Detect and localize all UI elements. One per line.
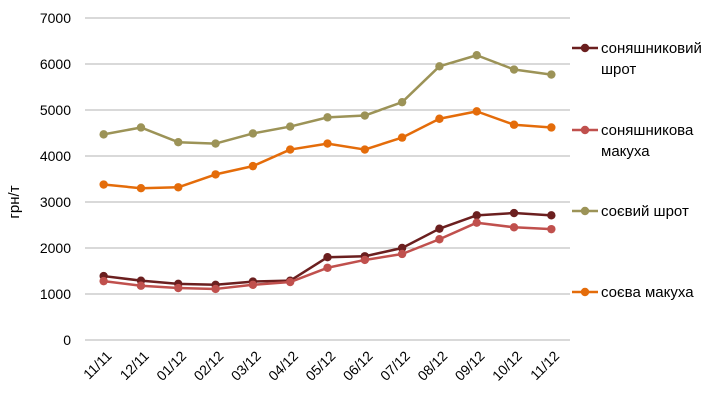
data-point (360, 111, 370, 120)
data-point (99, 130, 108, 139)
data-point (360, 255, 370, 265)
data-point (435, 235, 444, 244)
data-point (547, 70, 556, 79)
y-tick-label: 4000 (40, 148, 71, 164)
y-axis-ticks: 0 1000 2000 3000 4000 5000 6000 7000 (40, 10, 71, 348)
data-point (472, 211, 481, 220)
data-point (509, 65, 519, 74)
legend-label: макуха (601, 143, 650, 160)
legend: соняшниковий шрот соняшникова макуха соєвий … (572, 40, 702, 301)
legend-swatch-marker (580, 43, 590, 53)
y-tick-label: 3000 (40, 194, 71, 210)
x-tick-label: 08/12 (414, 347, 450, 383)
legend-item-1: соняшниковий шрот (572, 40, 702, 78)
data-point (509, 223, 519, 232)
x-tick-label: 11/12 (527, 347, 563, 383)
data-point (211, 139, 220, 148)
series-3 (99, 51, 556, 148)
data-point (211, 284, 220, 294)
data-point (136, 123, 146, 132)
data-point (99, 276, 108, 286)
gridlines (85, 17, 570, 341)
legend-label: соняшниковий (601, 40, 702, 57)
y-tick-label: 6000 (40, 56, 71, 72)
series-line (103, 110, 552, 190)
y-tick-label: 7000 (40, 10, 71, 26)
x-tick-label: 06/12 (340, 347, 376, 383)
y-tick-label: 1000 (40, 286, 71, 302)
data-point (472, 218, 481, 227)
data-point (397, 97, 407, 107)
legend-swatch-marker (580, 125, 590, 135)
data-point (435, 62, 444, 71)
y-axis-label: грн/т (6, 185, 23, 218)
x-tick-label: 09/12 (452, 347, 488, 383)
data-point (211, 170, 220, 179)
x-tick-label: 07/12 (377, 347, 413, 383)
data-point (136, 184, 146, 193)
legend-item-2: соняшникова макуха (572, 122, 694, 160)
data-point (397, 243, 407, 253)
data-point (248, 161, 258, 171)
data-point (285, 145, 295, 154)
data-point (547, 224, 556, 234)
data-point (509, 208, 519, 218)
x-axis-ticks: 11/11 12/11 01/12 02/12 03/12 04/12 05/12 06/12… (80, 347, 562, 383)
legend-label: соєвий шрот (601, 203, 689, 220)
data-point (248, 280, 258, 289)
y-tick-label: 0 (63, 332, 71, 348)
series-line (103, 54, 552, 145)
x-tick-label: 01/12 (153, 347, 189, 383)
data-point (547, 211, 556, 220)
legend-swatch-marker (580, 287, 590, 297)
data-point (360, 145, 370, 154)
x-tick-label: 03/12 (228, 347, 264, 383)
data-point (174, 283, 183, 293)
series-1 (99, 208, 556, 289)
data-point (435, 224, 444, 233)
data-point (435, 114, 444, 123)
data-point (285, 277, 295, 287)
y-tick-label: 2000 (40, 240, 71, 256)
data-point (248, 129, 258, 138)
legend-swatch-marker (580, 206, 590, 216)
data-point (323, 139, 332, 148)
x-tick-label: 12/11 (117, 347, 153, 383)
data-point (397, 133, 407, 142)
legend-label: шрот (601, 61, 636, 78)
x-tick-label: 11/11 (80, 347, 115, 382)
data-point (397, 249, 407, 259)
data-point (136, 281, 146, 290)
data-point (472, 107, 481, 116)
data-point (323, 113, 332, 122)
x-tick-label: 02/12 (190, 347, 226, 383)
legend-item-4: соєва макуха (572, 284, 694, 301)
series-2 (99, 218, 556, 294)
y-tick-label: 5000 (40, 102, 71, 118)
legend-label: соняшникова (601, 122, 694, 139)
data-point (547, 123, 556, 132)
x-tick-label: 05/12 (302, 347, 338, 383)
series-4 (99, 107, 556, 193)
data-point (323, 263, 332, 272)
x-tick-label: 04/12 (265, 347, 301, 383)
data-point (174, 183, 183, 192)
x-tick-label: 10/12 (489, 347, 525, 383)
data-point (285, 122, 295, 131)
legend-item-3: соєвий шрот (572, 203, 689, 220)
data-point (472, 51, 481, 60)
data-point (174, 138, 183, 147)
data-point (323, 253, 332, 262)
data-point (509, 120, 519, 129)
series-lines (99, 51, 556, 294)
data-point (99, 180, 108, 189)
legend-label: соєва макуха (601, 284, 694, 301)
